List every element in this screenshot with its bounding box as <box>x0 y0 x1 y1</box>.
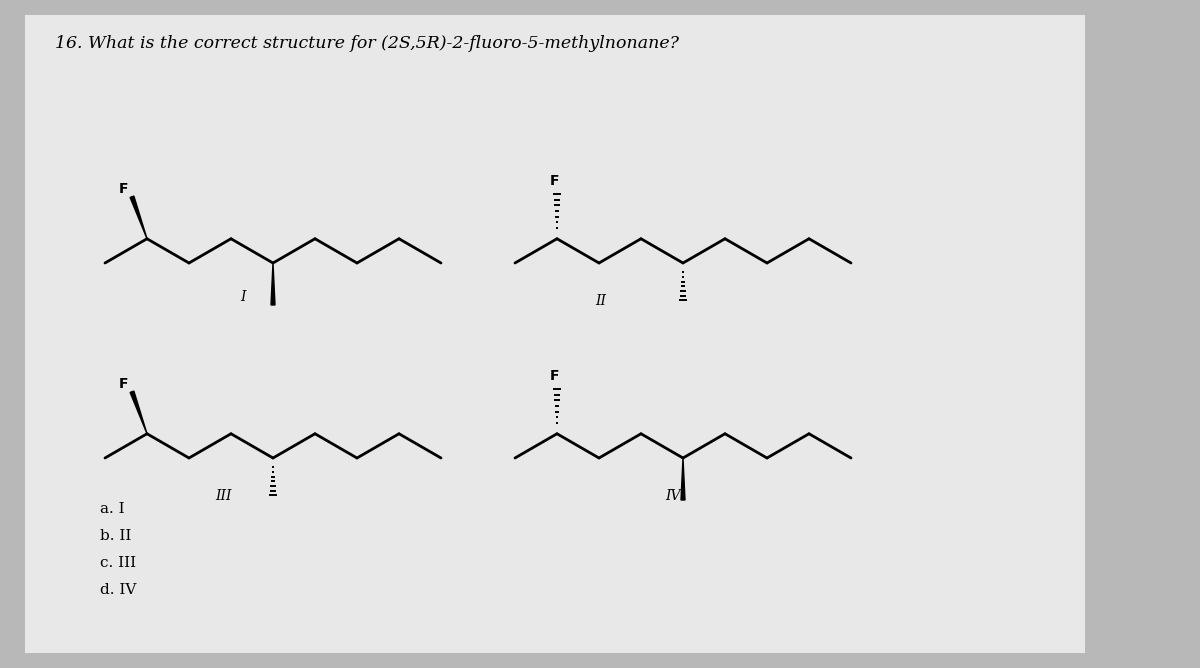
Polygon shape <box>130 391 148 434</box>
Text: F: F <box>550 369 559 383</box>
Polygon shape <box>682 458 685 500</box>
Text: 16. What is the correct structure for (2S,5R)-2-fluoro-5-methylnonane?: 16. What is the correct structure for (2… <box>55 35 679 52</box>
Text: c. III: c. III <box>100 556 136 570</box>
Text: IV: IV <box>665 489 680 503</box>
Text: F: F <box>550 174 559 188</box>
Text: F: F <box>119 377 128 391</box>
Text: I: I <box>240 290 246 304</box>
Text: a. I: a. I <box>100 502 125 516</box>
Text: II: II <box>595 294 606 308</box>
Polygon shape <box>130 196 148 238</box>
Text: III: III <box>215 489 232 503</box>
Text: b. II: b. II <box>100 529 131 543</box>
Polygon shape <box>271 263 275 305</box>
Text: d. IV: d. IV <box>100 583 137 597</box>
FancyBboxPatch shape <box>25 15 1085 653</box>
Text: F: F <box>119 182 128 196</box>
